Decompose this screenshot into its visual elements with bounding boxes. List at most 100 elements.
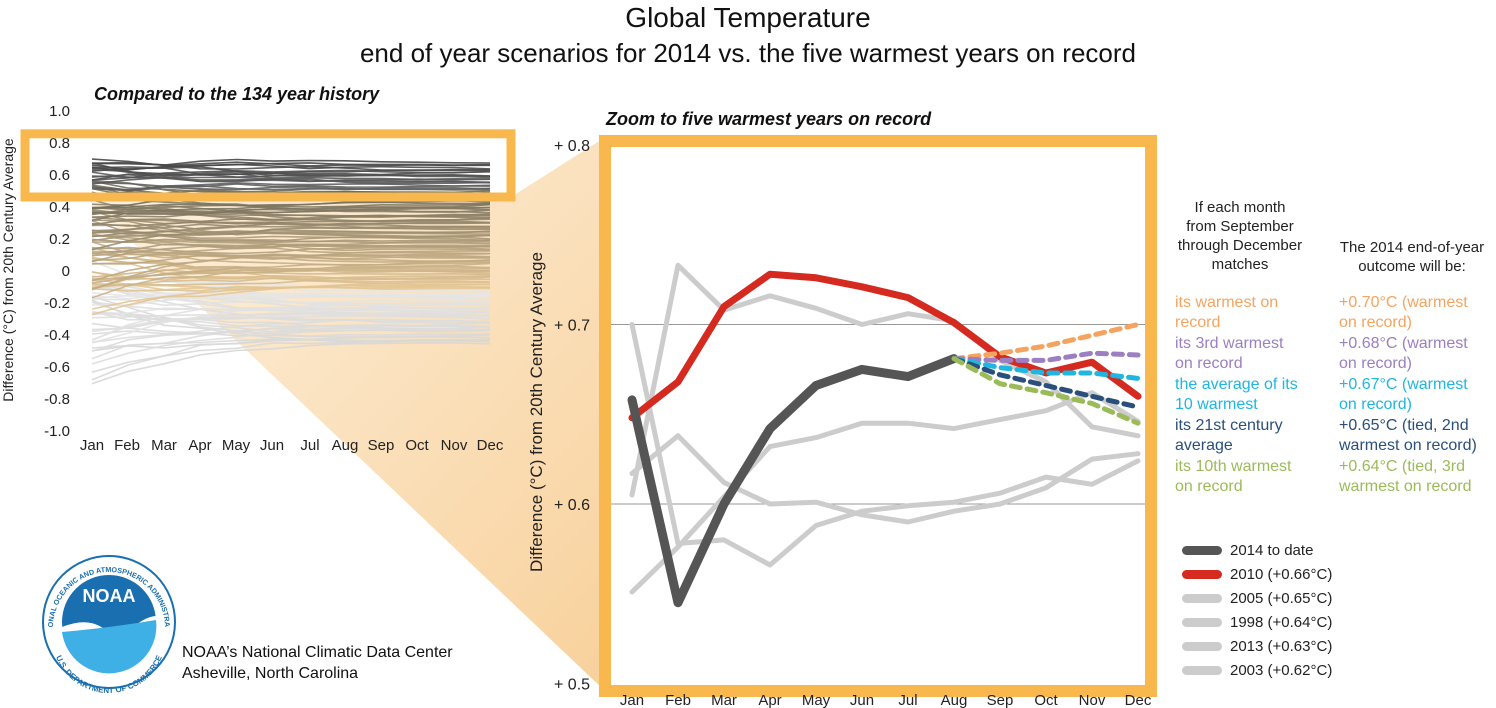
left-x-tick-label: Aug (332, 437, 359, 454)
chart-subtitle: end of year scenarios for 2014 vs. the f… (359, 38, 1137, 68)
right-y-tick-label: + 0.8 (554, 138, 590, 155)
scenario-line (951, 322, 1141, 362)
scenario-match: its 10th warmest on record (1175, 457, 1291, 497)
right-x-tick-label: Nov (1079, 692, 1106, 708)
logo-ring-text-top: NATIONAL OCEANIC AND ATMOSPHERIC ADMINIS… (0, 0, 172, 628)
scenario-outcome-line: warmest on record (1339, 478, 1472, 495)
left-x-tick-label: Jun (260, 437, 284, 454)
scenario-outcome: +0.64°C (tied, 3rd warmest on record (1339, 457, 1472, 497)
legend-item: 2005 (+0.65°C) (1182, 586, 1332, 610)
right-x-tick-label: Aug (941, 692, 968, 708)
history-year-line (91, 275, 491, 287)
scenario-outcome-line: +0.67°C (warmest (1339, 376, 1468, 393)
scenario-line (951, 350, 1141, 363)
history-year-line (91, 172, 491, 185)
history-year-line (91, 203, 491, 216)
left-y-tick-label: 0.2 (49, 231, 70, 248)
history-year-line (91, 258, 491, 290)
legend-item: 2014 to date (1182, 538, 1313, 562)
history-year-line (91, 242, 491, 255)
right-x-tick-label: May (802, 692, 831, 708)
zoom-chart: + 0.8 + 0.7 + 0.6 + 0.5 Jan Feb Mar Apr May Jun Ju… (527, 135, 1157, 708)
history-year-line (91, 173, 491, 181)
credit-line: Asheville, North Carolina (182, 665, 359, 682)
history-year-line (91, 342, 491, 385)
scenario-outcome-line: +0.70°C (warmest (1339, 294, 1468, 311)
legend-label: 2003 (+0.62°C) (1230, 661, 1333, 679)
right-y-tick-label: + 0.5 (554, 677, 590, 694)
legend-label: 2010 (+0.66°C) (1230, 565, 1333, 583)
scenario-match-line: the average of its (1175, 376, 1298, 393)
right-x-tick-label: Jan (620, 692, 644, 708)
left-y-tick-label: -0.8 (44, 391, 70, 408)
right-x-tick-label: Oct (1034, 692, 1058, 708)
scenario-outcome-line: warmest on record) (1339, 437, 1477, 454)
history-year-line (91, 253, 491, 282)
history-year-line (91, 283, 491, 292)
scenario-match-line: record (1175, 314, 1221, 331)
legend-label: 1998 (+0.64°C) (1230, 613, 1333, 631)
history-year-line (91, 225, 491, 251)
left-x-tick-label: Jan (80, 437, 104, 454)
history-year-line (91, 185, 491, 197)
right-y-tick-label: + 0.6 (554, 497, 590, 514)
history-year-line (92, 229, 491, 236)
history-year-line (91, 310, 491, 341)
legend-label: 2013 (+0.63°C) (1230, 637, 1333, 655)
right-x-tick-label: Jul (898, 692, 917, 708)
legend-swatch (1182, 641, 1222, 651)
scenario-outcome-line: on record) (1339, 396, 1412, 413)
right-x-tick-label: Apr (758, 692, 781, 708)
right-x-tick-label: Sep (987, 692, 1014, 708)
series-line (629, 322, 1141, 568)
history-year-line (91, 257, 491, 276)
history-year-line (91, 241, 491, 248)
scenario-outcome: +0.67°C (warmest on record) (1339, 375, 1468, 415)
outcome-header-line: The 2014 end-of-year (1339, 239, 1485, 256)
left-y-tick-label: 0.6 (49, 167, 70, 184)
right-x-tick-label: Dec (1125, 692, 1152, 708)
history-year-line (91, 332, 491, 373)
history-year-line (91, 311, 491, 324)
left-x-tick-label: Apr (188, 437, 211, 454)
history-year-line (91, 247, 491, 262)
history-year-line (91, 322, 491, 365)
history-year-line (91, 322, 491, 335)
highlight-box (20, 129, 516, 202)
legend-item: 2003 (+0.62°C) (1182, 658, 1332, 682)
scenario-match-line: average (1175, 437, 1233, 454)
logo-center-text: NOAA (83, 586, 136, 606)
left-y-tick-label: -0.6 (44, 359, 70, 376)
left-y-tick-label: 0 (62, 263, 70, 280)
left-x-tick-label: Nov (441, 437, 468, 454)
scenario-outcome: +0.68°C (warmest on record) (1339, 334, 1468, 374)
legend-item: 1998 (+0.64°C) (1182, 610, 1332, 634)
chart-title: Global Temperature (625, 2, 871, 33)
left-x-tick-label: Sep (368, 437, 395, 454)
legend-swatch (1182, 593, 1222, 603)
legend-label: 2014 to date (1230, 541, 1314, 559)
legend-item: 2013 (+0.63°C) (1182, 634, 1332, 658)
history-year-line (91, 306, 491, 342)
right-x-tick-label: Jun (850, 692, 874, 708)
logo-wave (62, 620, 157, 674)
scenario-outcome-line: +0.65°C (tied, 2nd (1339, 417, 1469, 434)
left-x-tick-label: Oct (405, 437, 429, 454)
series-line (627, 354, 959, 608)
legend-label: 2005 (+0.65°C) (1230, 589, 1333, 607)
history-year-line (91, 319, 491, 344)
history-year-line (91, 265, 491, 280)
scenario-match: its 3rd warmest on record (1175, 334, 1283, 374)
history-year-line (91, 314, 491, 331)
left-y-tick-label: -0.4 (44, 327, 70, 344)
outcome-header-line: outcome will be: (1358, 258, 1466, 275)
history-chart: 1.0 0.8 0.6 0.4 0.2 0 -0.2 -0.4 -0.6 -0.8 -1.0 Jan F… (0, 103, 504, 454)
history-year-line (91, 224, 491, 232)
left-x-tick-label: May (222, 437, 251, 454)
scenario-outcome-line: +0.68°C (warmest (1339, 335, 1468, 352)
match-header-line: from September (1186, 218, 1294, 235)
scenario-match-line: on record (1175, 478, 1243, 495)
outcome-header: The 2014 end-of-year outcome will be: (1322, 238, 1496, 276)
history-year-line (91, 183, 491, 192)
